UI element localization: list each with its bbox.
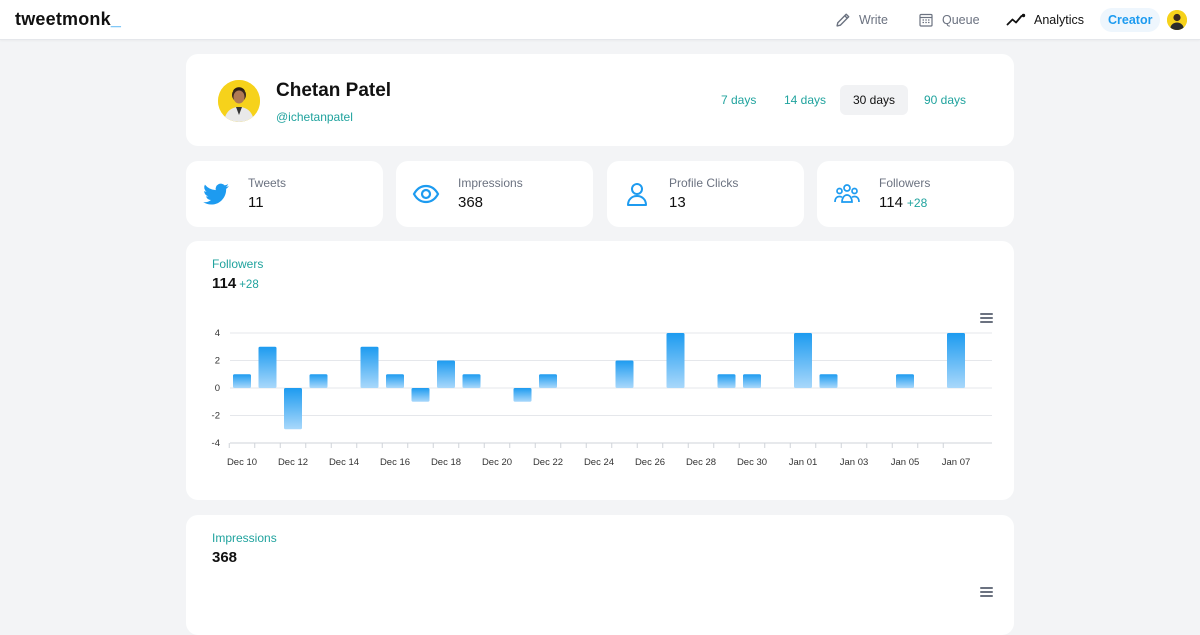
x-tick-label: Jan 05	[891, 457, 920, 468]
x-tick-label: Jan 07	[942, 457, 971, 468]
bar-dec-19[interactable]	[462, 374, 481, 388]
nav-write-label: Write	[859, 13, 888, 27]
logo-text: tweetmonk	[15, 9, 111, 29]
creator-button[interactable]: Creator	[1100, 8, 1161, 32]
chart-total: 368	[212, 549, 238, 566]
chart-title: Followers	[212, 257, 264, 271]
stat-delta: +28	[906, 196, 928, 210]
range-30-days[interactable]: 30 days	[840, 85, 909, 115]
chart-menu-icon[interactable]	[979, 587, 995, 599]
x-tick-label: Dec 12	[278, 457, 308, 468]
bar-dec-21[interactable]	[513, 388, 532, 402]
stat-card-profile-clicks: Profile Clicks 13	[607, 161, 804, 227]
profile-card: Chetan Patel @ichetanpatel 7 days 14 day…	[186, 54, 1014, 146]
bar-jan-01[interactable]	[794, 333, 812, 388]
x-tick-label: Dec 20	[482, 457, 512, 468]
bar-jan-07[interactable]	[947, 333, 965, 388]
range-14-days[interactable]: 14 days	[784, 93, 827, 107]
bar-dec-15[interactable]	[360, 346, 379, 388]
profile-photo	[218, 80, 260, 122]
x-tick-label: Dec 14	[329, 457, 359, 468]
stat-value: 13	[669, 194, 686, 211]
x-tick-label: Jan 03	[840, 457, 869, 468]
bar-dec-29[interactable]	[717, 374, 736, 388]
nav-avatar[interactable]	[1167, 10, 1187, 30]
profile-name: Chetan Patel	[276, 80, 392, 101]
y-tick-label: 4	[215, 328, 220, 339]
stat-label: Followers	[879, 176, 931, 190]
bar-dec-16[interactable]	[386, 374, 404, 388]
pencil-icon	[836, 13, 850, 27]
stat-label: Profile Clicks	[669, 176, 739, 190]
profile-handle[interactable]: @ichetanpatel	[276, 110, 353, 124]
calendar-icon	[919, 13, 933, 27]
impressions-chart-card: Impressions 368	[186, 515, 1014, 635]
bar-jan-02[interactable]	[819, 374, 838, 388]
stat-value: 11	[248, 194, 264, 211]
stat-value: 114 +28	[879, 194, 927, 211]
x-tick-label: Dec 16	[380, 457, 410, 468]
stat-card-impressions: Impressions 368	[396, 161, 593, 227]
stat-card-followers: Followers 114 +28	[817, 161, 1014, 227]
x-tick-label: Dec 26	[635, 457, 665, 468]
stat-value: 368	[458, 194, 483, 211]
followers-chart-card: Followers 114 +28 4 2 0 -2 -4 Dec 10 Dec 12 Dec …	[186, 241, 1014, 500]
followers-bar-chart: 4 2 0 -2 -4 Dec 10 Dec 12 Dec 14 Dec 16 Dec 18 Dec…	[212, 328, 992, 468]
stat-card-tweets: Tweets 11	[186, 161, 383, 227]
x-tick-label: Dec 28	[686, 457, 716, 468]
y-tick-label: -2	[212, 411, 220, 422]
twitter-bird-icon	[203, 183, 229, 205]
stat-value-number: 114	[879, 194, 903, 211]
chart-total-value: 114	[212, 275, 237, 292]
bar-dec-10[interactable]	[233, 374, 251, 388]
y-tick-label: 2	[215, 356, 220, 367]
bar-dec-22[interactable]	[539, 374, 557, 388]
bar-dec-12[interactable]	[284, 388, 302, 430]
stat-label: Impressions	[458, 176, 523, 190]
chart-delta: +28	[239, 279, 259, 291]
bar-jan-05[interactable]	[896, 374, 914, 388]
bar-dec-11[interactable]	[258, 346, 277, 388]
avatar-image	[1167, 10, 1187, 30]
bar-dec-27[interactable]	[666, 333, 685, 388]
bar-dec-25[interactable]	[615, 360, 634, 389]
x-tick-label: Dec 30	[737, 457, 767, 468]
stat-value-number: 368	[458, 194, 484, 211]
nav-queue[interactable]: Queue	[918, 0, 980, 40]
top-nav: tweetmonk_ Write Queue Analytics Creator	[0, 0, 1200, 40]
bar-dec-30[interactable]	[743, 374, 761, 388]
chart-total: 114 +28	[212, 275, 259, 292]
nav-analytics[interactable]: Analytics	[1006, 0, 1084, 40]
x-tick-label: Dec 18	[431, 457, 461, 468]
stat-value-number: 13	[669, 194, 686, 211]
nav-write[interactable]: Write	[835, 0, 888, 40]
bar-dec-13[interactable]	[309, 374, 328, 388]
x-tick-label: Dec 24	[584, 457, 614, 468]
x-tick-label: Dec 10	[227, 457, 257, 468]
analytics-icon	[1006, 13, 1026, 26]
y-tick-label: -4	[212, 438, 220, 449]
logo-cursor: _	[110, 9, 122, 29]
users-group-icon	[834, 184, 860, 203]
chart-title: Impressions	[212, 531, 277, 545]
x-tick-label: Dec 22	[533, 457, 563, 468]
profile-avatar	[218, 80, 260, 122]
nav-queue-label: Queue	[942, 13, 980, 27]
stat-label: Tweets	[248, 176, 287, 190]
x-tick-label: Jan 01	[789, 457, 818, 468]
range-90-days[interactable]: 90 days	[924, 93, 967, 107]
stat-value-number: 11	[248, 194, 264, 211]
bar-dec-18[interactable]	[437, 360, 455, 389]
app-logo[interactable]: tweetmonk_	[15, 9, 121, 30]
user-icon	[627, 183, 647, 206]
range-7-days[interactable]: 7 days	[721, 93, 757, 107]
bar-dec-17[interactable]	[411, 388, 430, 402]
y-tick-label: 0	[215, 383, 220, 394]
nav-analytics-label: Analytics	[1034, 13, 1085, 27]
eye-icon	[412, 184, 440, 204]
chart-menu-icon[interactable]	[979, 313, 995, 325]
